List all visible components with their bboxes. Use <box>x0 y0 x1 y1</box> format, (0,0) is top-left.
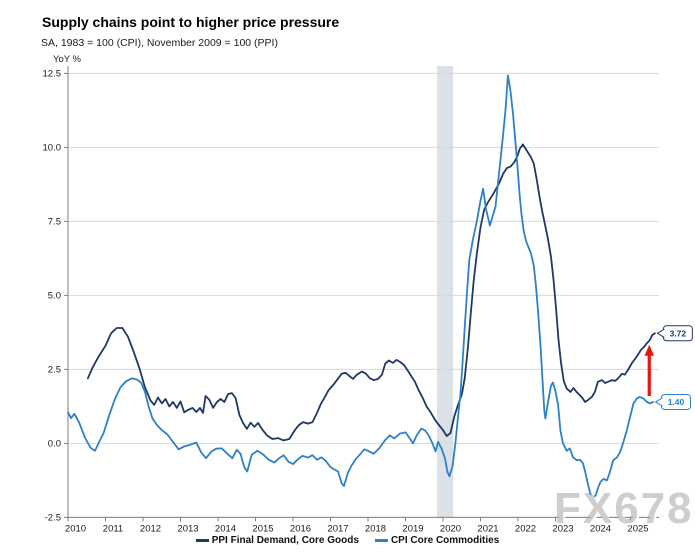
series-line-cpi <box>67 74 654 499</box>
x-tick-label: 2021 <box>477 523 498 534</box>
y-tick-label: -2.5 <box>45 513 61 524</box>
recession-band-group <box>437 66 454 518</box>
x-tick-label: 2015 <box>252 523 273 534</box>
y-tick-label: 7.5 <box>48 217 61 228</box>
legend-item-cpi: CPI Core Commodities <box>374 535 500 546</box>
x-tick-label: 2016 <box>290 523 311 534</box>
end-value-label: 3.72 <box>670 328 687 338</box>
legend-item-ppi: PPI Final Demand, Core Goods <box>195 535 359 546</box>
up-arrow-head <box>644 344 655 356</box>
x-tick-label: 2019 <box>402 523 423 534</box>
x-tick-label: 2018 <box>365 523 386 534</box>
x-tick-label: 2020 <box>440 523 461 534</box>
x-tick-label: 2024 <box>590 523 611 534</box>
callout-pointer <box>656 328 665 338</box>
series-line-ppi <box>87 143 656 442</box>
axes-group: 12.5 10.0 7.5 5.0 2.5 0.0 -2.5 2010 2011 2012 2013… <box>43 66 659 534</box>
cpi-line-marker <box>374 539 388 542</box>
legend-label-cpi: CPI Core Commodities <box>390 535 500 546</box>
y-tick-label: 5.0 <box>48 291 61 302</box>
series-group <box>67 74 656 499</box>
x-tick-label: 2025 <box>627 523 648 534</box>
x-tick-label: 2012 <box>140 523 161 534</box>
x-tick-label: 2014 <box>215 523 236 534</box>
y-tick-label: 2.5 <box>48 365 61 376</box>
x-tick-label: 2010 <box>65 523 86 534</box>
callout-pointer <box>654 397 663 407</box>
legend-label-ppi: PPI Final Demand, Core Goods <box>211 535 359 546</box>
x-tick-label: 2013 <box>177 523 198 534</box>
y-tick-label: 12.5 <box>43 69 62 80</box>
end-value-label: 1.40 <box>668 397 685 407</box>
y-tick-label: 10.0 <box>43 143 62 154</box>
y-axis-unit-label: YoY % <box>53 54 81 65</box>
page-title: Supply chains point to higher price pres… <box>42 14 340 30</box>
x-tick-label: 2011 <box>103 523 123 534</box>
y-tick-label: 0.0 <box>48 439 61 450</box>
x-tick-label: 2017 <box>327 523 348 534</box>
x-tick-label: 2023 <box>552 523 573 534</box>
x-tick-label: 2022 <box>515 523 536 534</box>
ppi-line-marker <box>195 539 209 542</box>
chart-subtitle: SA, 1983 = 100 (CPI), November 2009 = 10… <box>41 37 278 49</box>
legend: PPI Final Demand, Core Goods CPI Core Co… <box>0 535 695 546</box>
annotations-group: 3.72 1.40 <box>644 325 693 410</box>
recession-band <box>437 66 454 518</box>
